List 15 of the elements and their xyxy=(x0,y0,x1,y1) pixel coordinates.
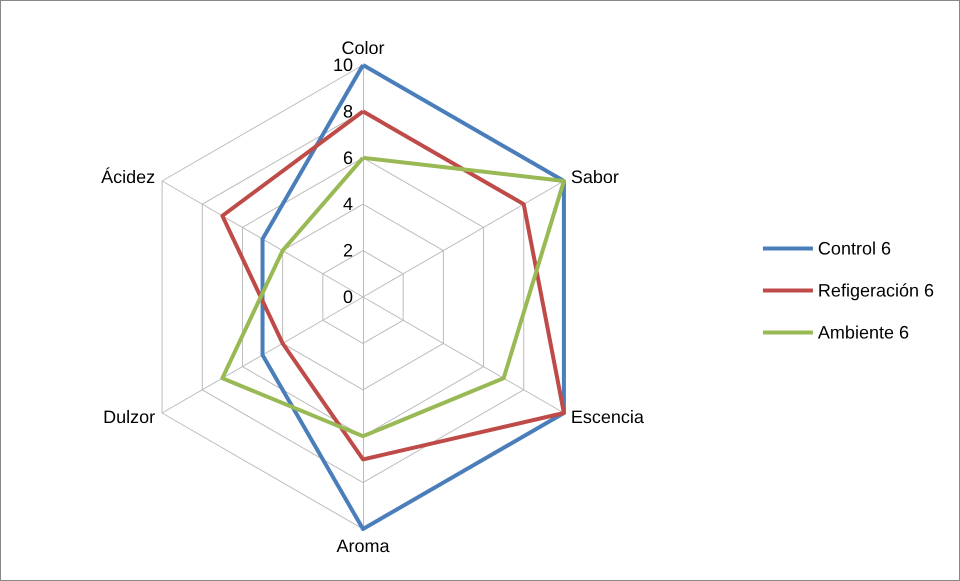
y-tick-label: 8 xyxy=(342,101,353,122)
spoke-label: Escencia xyxy=(570,407,645,427)
y-tick-label: 4 xyxy=(342,194,353,214)
y-tick-label: 10 xyxy=(332,55,353,75)
y-tick-label: 0 xyxy=(342,287,353,307)
y-tick-label: 2 xyxy=(342,240,353,261)
spoke-label: Aroma xyxy=(336,536,390,556)
spoke-label: Color xyxy=(341,38,385,58)
legend-label: Refigeración 6 xyxy=(818,280,934,300)
legend-label: Ambiente 6 xyxy=(818,322,909,342)
spoke-label: Dulzor xyxy=(103,407,156,427)
y-tick-label: 6 xyxy=(342,148,353,168)
legend-label: Control 6 xyxy=(818,238,891,258)
spoke-label: Sabor xyxy=(570,167,619,187)
spoke-label: Ácidez xyxy=(101,167,156,187)
